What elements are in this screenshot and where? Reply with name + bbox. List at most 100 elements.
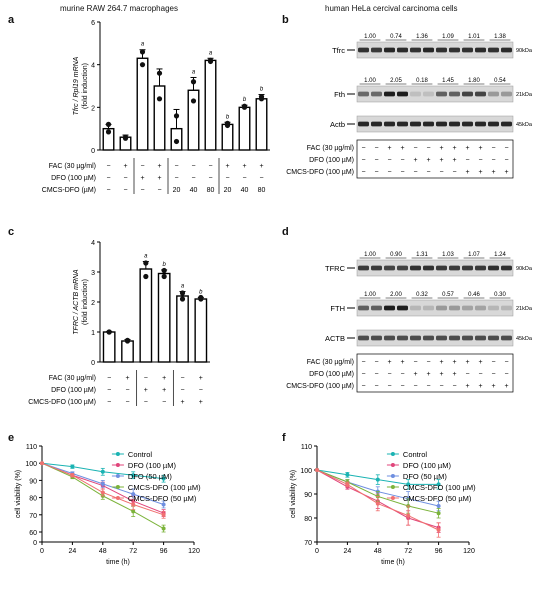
data-point (173, 113, 180, 119)
condition-mark: − (191, 175, 195, 182)
condition-mark: 40 (241, 187, 249, 194)
data-point (131, 509, 136, 514)
condition-mark: + (465, 359, 469, 366)
protein-band (449, 305, 460, 311)
condition-mark: 20 (173, 187, 181, 194)
legend-label: CMCS-DFO (100 µM) (403, 483, 476, 492)
data-point (190, 98, 197, 104)
protein-band (488, 47, 499, 53)
data-point (375, 477, 380, 482)
panel-c-bar-chart: 0 1 2 3 4 TFRC / ACTB mRNA (fold induction) a b a… (28, 240, 210, 406)
data-point (436, 482, 441, 487)
protein-band (501, 121, 512, 127)
data-point (161, 273, 167, 280)
data-point (100, 481, 105, 486)
condition-mark: − (413, 169, 417, 176)
protein-band (384, 305, 395, 311)
condition-table (356, 139, 514, 179)
x-tick-label: 48 (374, 548, 382, 555)
condition-mark: 40 (190, 187, 198, 194)
band-quantification: 1.24 (494, 252, 506, 258)
condition-mark: 20 (224, 187, 232, 194)
condition-mark: − (361, 157, 365, 164)
condition-mark: − (426, 359, 430, 366)
panel-f-line-chart: 70 80 90 100 110 0 24 48 72 96 120 time (h) cell via… (290, 444, 476, 566)
data-point (161, 526, 166, 531)
protein-band (358, 91, 369, 97)
condition-mark: − (125, 387, 129, 394)
legend-label: DFO (50 µM) (128, 472, 172, 481)
data-point (100, 490, 105, 495)
significance-mark: a (181, 284, 185, 290)
blot-strip (356, 329, 514, 347)
y-tick-label: 0 (33, 540, 37, 547)
condition-mark: − (452, 383, 456, 390)
y-axis-label: cell viability (%) (15, 470, 22, 518)
blot-strip (356, 259, 514, 277)
protein-band (436, 121, 447, 127)
condition-mark: − (374, 145, 378, 152)
panel-label-d: d (282, 226, 289, 238)
y-tick-label: 0 (91, 148, 95, 155)
condition-mark: + (504, 383, 508, 390)
x-tick-label: 0 (40, 548, 44, 555)
protein-band (423, 47, 434, 53)
legend-label: DFO (50 µM) (403, 472, 447, 481)
data-point (345, 482, 350, 487)
data-point (124, 337, 131, 343)
legend-label: DFO (100 µM) (403, 461, 452, 470)
band-quantification: 0.18 (416, 78, 428, 84)
panel-b-title: human HeLa cercival carcinoma cells (325, 4, 458, 13)
protein-band (501, 47, 512, 53)
condition-mark: + (413, 371, 417, 378)
protein-band (371, 305, 382, 311)
condition-mark: + (387, 145, 391, 152)
condition-mark: − (387, 169, 391, 176)
protein-band (358, 47, 369, 53)
protein-band (449, 265, 460, 271)
data-point (139, 62, 146, 68)
y-tick-label: 4 (91, 63, 95, 70)
band-quantification: 1.80 (468, 78, 480, 84)
y-tick-label: 0 (91, 360, 95, 367)
x-axis-label: time (h) (106, 559, 130, 566)
protein-band (358, 265, 369, 271)
condition-mark: − (361, 371, 365, 378)
significance-mark: b (260, 87, 264, 93)
condition-mark: − (504, 145, 508, 152)
condition-mark: − (413, 383, 417, 390)
blot-strip (356, 41, 514, 59)
protein-band (371, 335, 382, 341)
condition-mark: + (125, 375, 129, 382)
condition-mark: + (478, 383, 482, 390)
panel-b-western-blot: 1.00 0.74 1.36 1.09 1.01 1.38 Tfrc 90kDa 1.00 2.0… (286, 34, 533, 179)
y-tick-label: 2 (91, 300, 95, 307)
condition-mark: − (426, 383, 430, 390)
legend-marker (390, 485, 395, 489)
significance-mark: a (209, 50, 213, 56)
band-quantification: 1.38 (494, 34, 506, 40)
condition-mark: + (199, 399, 203, 406)
data-point (345, 472, 350, 477)
y-axis-label: Tfrc / Rpl19 mRNA (73, 56, 80, 115)
condition-table (356, 353, 514, 393)
condition-mark: + (123, 163, 127, 170)
panel-label-b: b (282, 14, 289, 26)
protein-band (397, 47, 408, 53)
condition-mark: − (361, 359, 365, 366)
protein-band (436, 47, 447, 53)
panel-label-e: e (8, 432, 15, 444)
protein-band (436, 305, 447, 311)
band-quantification: 0.90 (390, 252, 402, 258)
protein-band (423, 335, 434, 341)
data-point (131, 502, 136, 507)
data-point (406, 482, 411, 487)
band-quantification: 1.01 (468, 34, 480, 40)
condition-label: CMCS-DFO (µM) (42, 187, 96, 194)
data-point (173, 138, 180, 145)
condition-mark: + (387, 359, 391, 366)
condition-mark: + (180, 399, 184, 406)
significance-mark: a (144, 254, 148, 260)
protein-band (488, 121, 499, 127)
data-point (207, 58, 214, 65)
